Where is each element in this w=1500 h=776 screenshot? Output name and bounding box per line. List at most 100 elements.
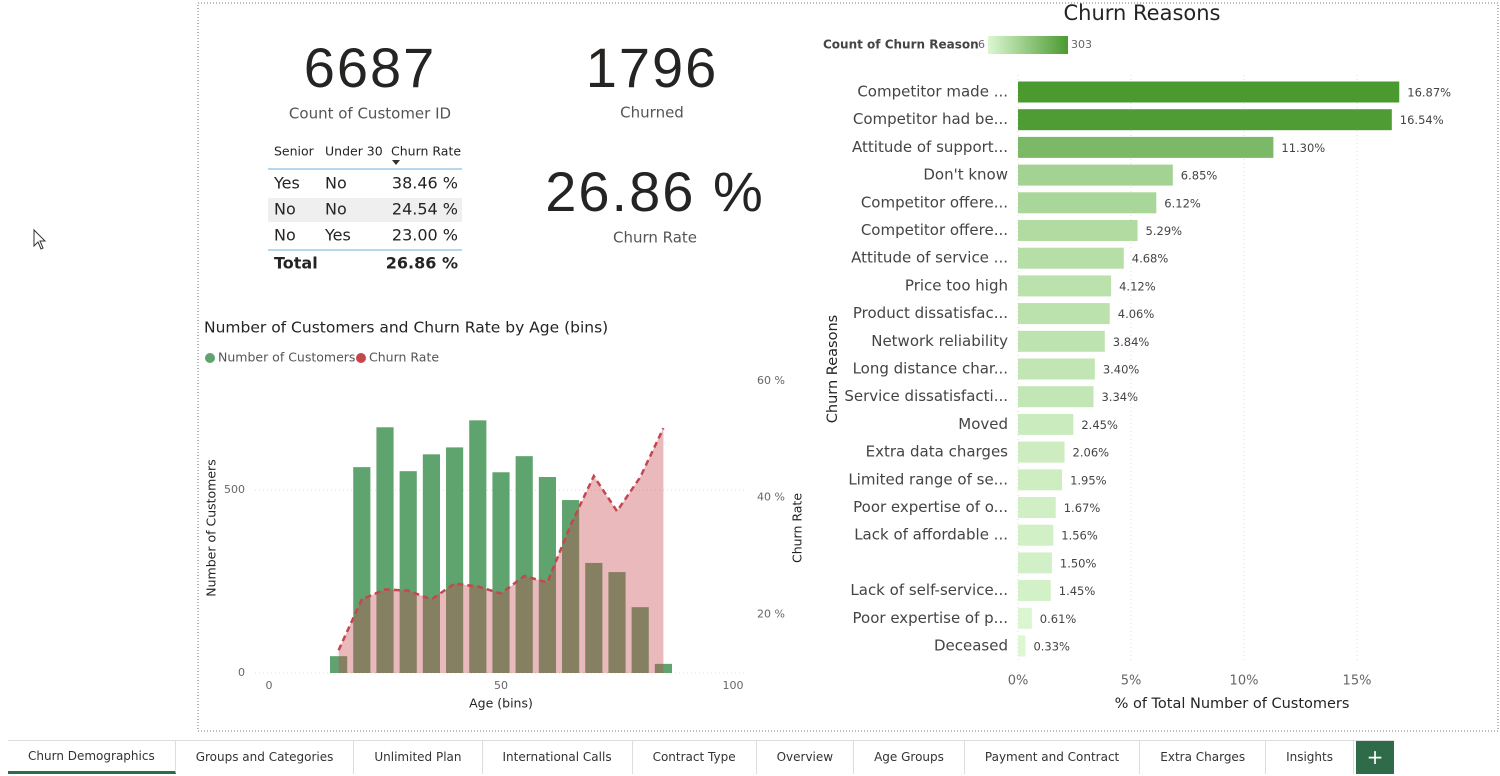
- bar: [585, 562, 603, 673]
- table-cell: No: [325, 200, 347, 219]
- bar: [376, 427, 394, 673]
- data-label: 6.85%: [1181, 169, 1218, 183]
- legend-label: Number of Customers: [218, 350, 355, 365]
- y-axis-title: Churn Reasons: [825, 315, 841, 423]
- chart-title: Churn Reasons: [1063, 1, 1220, 25]
- chart-title: Number of Customers and Churn Rate by Ag…: [204, 319, 608, 337]
- bar: [1018, 192, 1157, 214]
- y-tick-label: Extra data charges: [866, 443, 1009, 461]
- x-tick-label: 0: [266, 679, 273, 692]
- page-tab[interactable]: Overview: [757, 741, 855, 774]
- table-total: 26.86 %: [386, 254, 458, 273]
- legend-marker: [356, 353, 366, 363]
- page-tab[interactable]: International Calls: [483, 741, 633, 774]
- row-band: [268, 198, 462, 222]
- page-tab[interactable]: Payment and Contract: [965, 741, 1141, 774]
- kpi-value: 26.86 %: [545, 160, 765, 223]
- kpi-value: 1796: [586, 36, 719, 99]
- kpi-label: Churned: [620, 104, 684, 122]
- x-tick-label: 0%: [1008, 674, 1029, 689]
- y-tick-label: Competitor offere...: [861, 193, 1008, 211]
- data-label: 4.12%: [1119, 279, 1156, 293]
- y-tick-label: Limited range of se...: [848, 470, 1008, 488]
- table-cell: No: [274, 200, 296, 219]
- y2-tick-label: 40 %: [757, 491, 785, 504]
- data-label: 4.06%: [1118, 307, 1155, 321]
- x-tick-label: 5%: [1121, 674, 1142, 689]
- data-label: 2.06%: [1073, 446, 1110, 460]
- cursor: [33, 228, 47, 250]
- page-tab[interactable]: Churn Demographics: [8, 741, 176, 774]
- table-header: Under 30: [325, 144, 383, 159]
- table-cell: 24.54 %: [392, 200, 458, 219]
- data-label: 2.45%: [1081, 418, 1118, 432]
- y-tick-label: Lack of affordable ...: [854, 526, 1008, 544]
- y-axis-title: Number of Customers: [204, 459, 219, 596]
- bar: [1018, 109, 1392, 131]
- page-tab[interactable]: Insights: [1266, 741, 1354, 774]
- legend-gradient: [988, 36, 1068, 54]
- bar: [562, 500, 580, 673]
- bar: [1018, 275, 1112, 297]
- y-tick-label: 0: [238, 666, 245, 679]
- area: [338, 428, 664, 673]
- x-tick-label: 10%: [1230, 674, 1259, 689]
- bar: [1018, 330, 1105, 352]
- bar: [1018, 580, 1051, 602]
- bar: [608, 572, 626, 673]
- table-total: Total: [274, 254, 318, 273]
- y-tick-label: Competitor offere...: [861, 221, 1008, 239]
- data-label: 1.50%: [1060, 556, 1097, 570]
- table-cell: No: [274, 226, 296, 245]
- page-tab[interactable]: Contract Type: [633, 741, 757, 774]
- y-tick-label: 500: [224, 483, 245, 496]
- bar: [654, 663, 672, 673]
- kpi-label: Count of Customer ID: [289, 105, 451, 123]
- data-label: 16.87%: [1407, 86, 1451, 100]
- data-label: 4.68%: [1132, 252, 1169, 266]
- y2-axis-title: Churn Rate: [790, 493, 805, 563]
- bar: [353, 467, 371, 673]
- y-tick-label: Product dissatisfac...: [853, 304, 1008, 322]
- bar: [492, 472, 510, 673]
- kpi-value: 6687: [304, 36, 437, 99]
- bar: [538, 477, 556, 673]
- x-tick-label: 50: [494, 679, 508, 692]
- y-tick-label: Long distance char...: [853, 360, 1008, 378]
- bar: [1018, 607, 1032, 629]
- page-tab[interactable]: Unlimited Plan: [354, 741, 483, 774]
- x-axis-title: Age (bins): [469, 696, 533, 711]
- y-tick-label: Deceased: [934, 637, 1008, 655]
- data-label: 3.84%: [1113, 335, 1150, 349]
- data-label: 3.40%: [1103, 363, 1140, 377]
- bar: [1018, 247, 1124, 269]
- table-cell: Yes: [273, 174, 300, 193]
- y-tick-label: Lack of self-service...: [850, 581, 1008, 599]
- x-axis-title: % of Total Number of Customers: [1115, 696, 1350, 712]
- legend-title: Count of Churn Reason: [823, 38, 979, 52]
- add-page-button[interactable]: +: [1356, 741, 1394, 774]
- page-tab[interactable]: Extra Charges: [1140, 741, 1267, 774]
- y-tick-label: Price too high: [905, 276, 1008, 294]
- bar: [1018, 81, 1400, 103]
- y2-tick-label: 20 %: [757, 608, 785, 621]
- legend-min: 6: [978, 38, 985, 51]
- page-tab[interactable]: Groups and Categories: [176, 741, 355, 774]
- table-cell: 23.00 %: [392, 226, 458, 245]
- y-tick-label: Poor expertise of o...: [853, 498, 1008, 516]
- page-tab[interactable]: Age Groups: [854, 741, 965, 774]
- sort-arrow: [392, 160, 400, 165]
- legend-label: Churn Rate: [369, 350, 439, 365]
- bar: [515, 456, 533, 673]
- x-tick-label: 15%: [1343, 674, 1372, 689]
- data-label: 5.29%: [1146, 224, 1183, 238]
- bar: [1018, 136, 1274, 158]
- y-tick-label: Moved: [958, 415, 1008, 433]
- y2-tick-label: 60 %: [757, 374, 785, 387]
- legend-marker: [205, 353, 215, 363]
- bar: [1018, 552, 1052, 574]
- bar: [446, 447, 464, 673]
- bar: [469, 420, 487, 673]
- tab-bar: Churn Demographics Groups and Categories U…: [8, 740, 1394, 774]
